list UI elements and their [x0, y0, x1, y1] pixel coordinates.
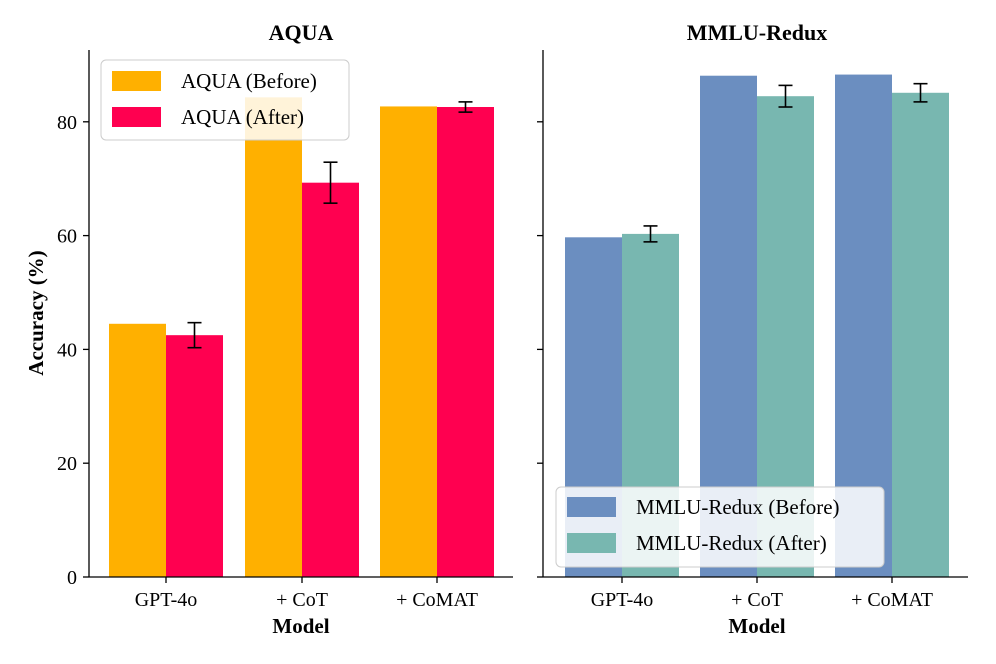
error-bar-aqua-aqua-after-gpt-4o — [187, 321, 202, 349]
panel-mmlu-redux: MMLU-Redux GPT-4o + CoT + CoMAT Model MMLU… — [537, 20, 968, 638]
x-tick-label-aqua-gpt-4o: GPT-4o — [135, 589, 198, 611]
error-bars-mmlu-redux — [643, 82, 928, 243]
x-ticks-mmlu-redux: GPT-4o + CoT + CoMAT — [591, 577, 933, 611]
y-ticks-mmlu-redux — [537, 121, 543, 578]
error-bar-mmlu-redux-mmlu-redux-after-comat — [913, 82, 928, 103]
bar-aqua-aqua-after-gpt-4o — [166, 335, 223, 577]
bar-aqua-aqua-after-comat — [437, 107, 494, 578]
error-bar-mmlu-redux-mmlu-redux-after-gpt-4o — [643, 225, 658, 243]
y-ticks-aqua: 0 20 40 60 80 — [57, 112, 89, 589]
x-tick-label-mmlu-redux-gpt-4o: GPT-4o — [591, 589, 654, 611]
x-tick-label-mmlu-redux-cot: + CoT — [731, 589, 783, 611]
y-axis-label: Accuracy (%) — [24, 250, 48, 375]
bar-aqua-aqua-after-cot — [302, 182, 359, 578]
legend-swatch-aqua-after — [112, 107, 161, 127]
bars-aqua — [109, 97, 494, 578]
legend-label-mmlu-after: MMLU-Redux (After) — [636, 531, 827, 555]
x-tick-label-aqua-comat: + CoMAT — [396, 589, 478, 611]
legend-label-mmlu-before: MMLU-Redux (Before) — [636, 495, 840, 519]
x-axis-label-aqua: Model — [272, 614, 329, 638]
error-bar-aqua-aqua-after-cot — [323, 161, 338, 204]
error-bar-mmlu-redux-mmlu-redux-after-cot — [778, 84, 793, 108]
y-tick-label-1: 20 — [57, 453, 77, 475]
y-tick-label-3: 60 — [57, 226, 77, 248]
error-bars-aqua — [187, 101, 473, 349]
y-tick-label-0: 0 — [67, 567, 77, 589]
legend-box-mmlu-redux — [555, 486, 885, 568]
x-ticks-aqua: GPT-4o + CoT + CoMAT — [135, 577, 478, 611]
x-tick-label-mmlu-redux-comat: + CoMAT — [851, 589, 933, 611]
x-axis-label-mmlu-redux: Model — [728, 614, 785, 638]
legend-mmlu-redux: MMLU-Redux (Before) MMLU-Redux (After) — [555, 486, 885, 568]
panel-title-aqua: AQUA — [269, 20, 334, 45]
legend-aqua: AQUA (Before) AQUA (After) — [100, 59, 350, 141]
legend-label-aqua-before: AQUA (Before) — [181, 69, 317, 93]
legend-box-aqua — [100, 59, 350, 141]
legend-swatch-mmlu-after — [567, 533, 616, 553]
bar-mmlu-redux-mmlu-redux-after-comat — [892, 92, 949, 577]
bar-aqua-aqua-before-cot — [245, 97, 302, 577]
legend-swatch-aqua-before — [112, 71, 161, 91]
legend-swatch-mmlu-before — [567, 497, 616, 517]
panel-title-mmlu-redux: MMLU-Redux — [687, 20, 828, 45]
bar-aqua-aqua-before-gpt-4o — [109, 323, 166, 577]
error-bar-aqua-aqua-after-comat — [458, 101, 473, 113]
bar-aqua-aqua-before-comat — [380, 106, 437, 577]
y-tick-label-2: 40 — [57, 339, 77, 361]
x-tick-label-aqua-cot: + CoT — [276, 589, 328, 611]
y-tick-label-4: 80 — [57, 112, 77, 134]
legend-label-aqua-after: AQUA (After) — [181, 105, 304, 129]
